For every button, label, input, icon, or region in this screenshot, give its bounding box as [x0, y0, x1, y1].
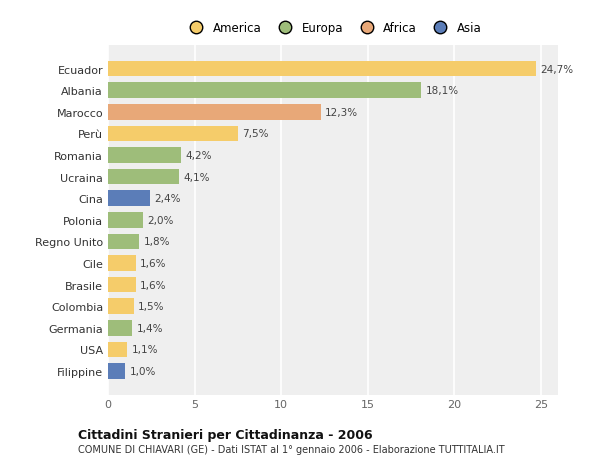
Bar — [108, 299, 134, 314]
Text: Cittadini Stranieri per Cittadinanza - 2006: Cittadini Stranieri per Cittadinanza - 2… — [78, 428, 373, 441]
Text: 1,4%: 1,4% — [137, 323, 163, 333]
Text: 7,5%: 7,5% — [242, 129, 269, 139]
Bar — [108, 62, 536, 77]
Bar — [108, 148, 181, 163]
Bar — [108, 320, 132, 336]
Text: 1,1%: 1,1% — [131, 345, 158, 354]
Text: 1,0%: 1,0% — [130, 366, 156, 376]
Text: 24,7%: 24,7% — [540, 65, 573, 74]
Bar — [108, 277, 136, 293]
Bar — [108, 169, 179, 185]
Bar — [108, 342, 127, 358]
Legend: America, Europa, Africa, Asia: America, Europa, Africa, Asia — [179, 17, 487, 39]
Bar — [108, 105, 321, 120]
Bar — [108, 364, 125, 379]
Text: 12,3%: 12,3% — [325, 107, 358, 118]
Text: COMUNE DI CHIAVARI (GE) - Dati ISTAT al 1° gennaio 2006 - Elaborazione TUTTITALI: COMUNE DI CHIAVARI (GE) - Dati ISTAT al … — [78, 444, 505, 454]
Bar — [108, 191, 149, 207]
Text: 1,6%: 1,6% — [140, 258, 167, 269]
Bar — [108, 126, 238, 142]
Bar — [108, 213, 143, 228]
Bar — [108, 83, 421, 99]
Text: 1,8%: 1,8% — [143, 237, 170, 247]
Text: 1,6%: 1,6% — [140, 280, 167, 290]
Bar — [108, 256, 136, 271]
Bar — [108, 234, 139, 250]
Text: 4,1%: 4,1% — [183, 172, 210, 182]
Text: 1,5%: 1,5% — [138, 302, 165, 312]
Text: 4,2%: 4,2% — [185, 151, 212, 161]
Text: 2,4%: 2,4% — [154, 194, 181, 204]
Text: 2,0%: 2,0% — [147, 215, 173, 225]
Text: 18,1%: 18,1% — [425, 86, 459, 96]
